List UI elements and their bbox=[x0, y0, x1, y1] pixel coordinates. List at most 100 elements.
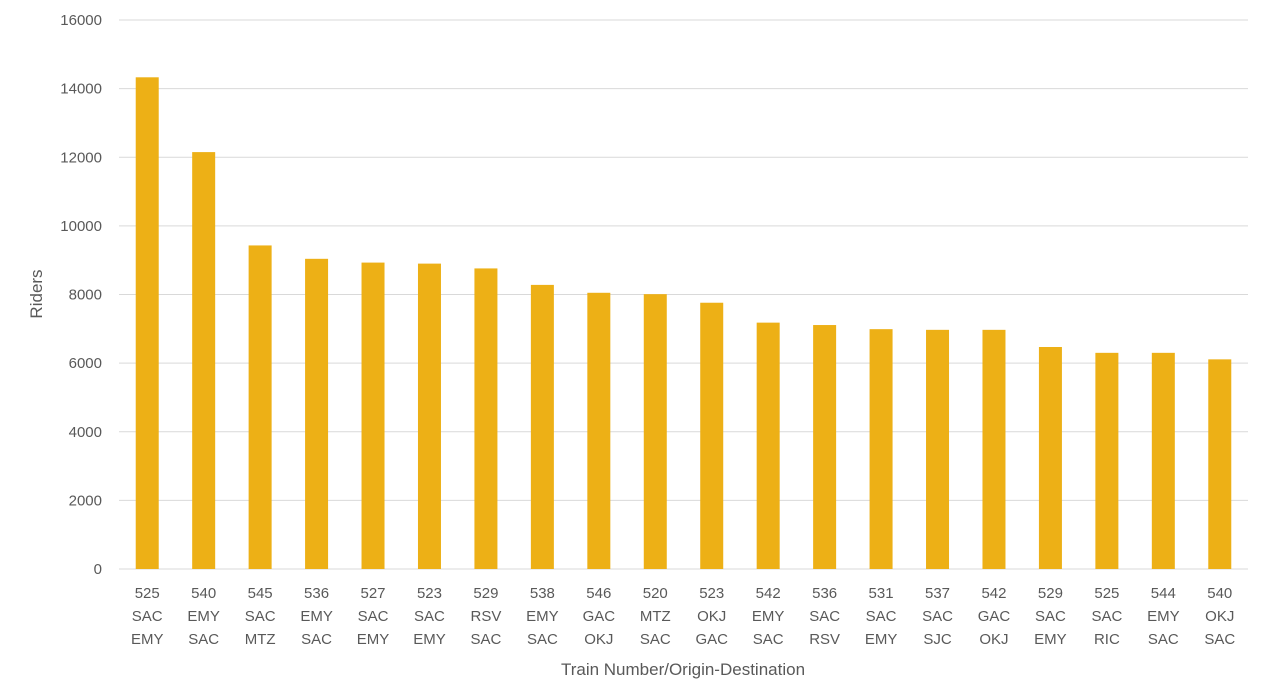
y-axis-title: Riders bbox=[27, 269, 46, 318]
y-tick-label: 12000 bbox=[60, 149, 102, 166]
x-category-line: SAC bbox=[188, 631, 219, 648]
x-category-label: 540 EMY SAC bbox=[187, 585, 220, 648]
x-category-label: 523 OKJ GAC bbox=[695, 585, 728, 648]
x-category-line: 544 bbox=[1151, 585, 1176, 602]
x-category-line: EMY bbox=[131, 631, 164, 648]
x-category-line: OKJ bbox=[584, 631, 613, 648]
y-tick-label: 14000 bbox=[60, 81, 102, 98]
x-category-line: GAC bbox=[695, 631, 728, 648]
bar bbox=[1151, 352, 1175, 569]
x-category-line: 542 bbox=[756, 585, 781, 602]
x-category-line: EMY bbox=[752, 608, 785, 625]
x-category-label: 542 GAC OKJ bbox=[978, 585, 1011, 648]
x-category-label: 545 SAC MTZ bbox=[245, 585, 276, 648]
x-category-line: SAC bbox=[358, 608, 389, 625]
x-category-line: 540 bbox=[1207, 585, 1232, 602]
x-category-label: 523 SAC EMY bbox=[413, 585, 446, 648]
x-category-line: EMY bbox=[1147, 608, 1180, 625]
x-category-line: SAC bbox=[640, 631, 671, 648]
y-tick-label: 0 bbox=[94, 561, 102, 578]
bar bbox=[192, 152, 216, 569]
x-category-label: 546 GAC OKJ bbox=[583, 585, 616, 648]
y-tick-label: 4000 bbox=[69, 424, 102, 441]
bar bbox=[1038, 346, 1062, 569]
x-category-line: SAC bbox=[1204, 631, 1235, 648]
x-category-line: 536 bbox=[812, 585, 837, 602]
bar bbox=[700, 302, 724, 569]
x-category-label: 540 OKJ SAC bbox=[1204, 585, 1235, 648]
x-category-line: SAC bbox=[866, 608, 897, 625]
x-category-line: SAC bbox=[1035, 608, 1066, 625]
bar bbox=[926, 329, 950, 569]
x-category-line: 525 bbox=[135, 585, 160, 602]
x-category-line: EMY bbox=[300, 608, 333, 625]
x-axis-title: Train Number/Origin-Destination bbox=[561, 660, 805, 679]
bar bbox=[869, 329, 893, 569]
x-category-line: 537 bbox=[925, 585, 950, 602]
x-category-line: SAC bbox=[414, 608, 445, 625]
x-category-label: 537 SAC SJC bbox=[922, 585, 953, 648]
x-category-label: 529 SAC EMY bbox=[1034, 585, 1067, 648]
x-category-label: 538 EMY SAC bbox=[526, 585, 559, 648]
x-category-line: 525 bbox=[1094, 585, 1119, 602]
x-category-line: 545 bbox=[248, 585, 273, 602]
x-category-line: SAC bbox=[132, 608, 163, 625]
x-category-line: RSV bbox=[471, 608, 502, 625]
x-category-label: 525 SAC RIC bbox=[1091, 585, 1122, 648]
y-tick-label: 2000 bbox=[69, 492, 102, 509]
bar bbox=[587, 292, 611, 569]
bar bbox=[756, 322, 780, 569]
x-category-label: 520 MTZ SAC bbox=[640, 585, 671, 648]
x-category-line: SAC bbox=[922, 608, 953, 625]
x-category-line: 529 bbox=[1038, 585, 1063, 602]
x-category-line: RIC bbox=[1094, 631, 1120, 648]
bar bbox=[417, 263, 441, 569]
gridlines bbox=[119, 19, 1248, 570]
x-category-line: 527 bbox=[361, 585, 386, 602]
x-category-line: 531 bbox=[869, 585, 894, 602]
x-category-line: EMY bbox=[357, 631, 390, 648]
x-category-label: 531 SAC EMY bbox=[865, 585, 898, 648]
x-category-label: 544 EMY SAC bbox=[1147, 585, 1180, 648]
bar bbox=[1208, 359, 1232, 569]
x-category-line: OKJ bbox=[1205, 608, 1234, 625]
x-category-line: 520 bbox=[643, 585, 668, 602]
bar bbox=[305, 258, 329, 569]
x-category-line: SAC bbox=[809, 608, 840, 625]
x-category-line: 546 bbox=[586, 585, 611, 602]
x-category-line: SAC bbox=[753, 631, 784, 648]
y-tick-label: 10000 bbox=[60, 218, 102, 235]
x-category-line: RSV bbox=[809, 631, 840, 648]
x-category-line: EMY bbox=[1034, 631, 1067, 648]
bar bbox=[474, 268, 498, 569]
x-category-line: MTZ bbox=[245, 631, 276, 648]
x-axis-categories: 525 SAC EMY 540 EMY SAC 545 SAC MTZ 536 EMY SAC 527 S… bbox=[131, 585, 1235, 648]
x-category-line: 538 bbox=[530, 585, 555, 602]
x-category-label: 536 SAC RSV bbox=[809, 585, 840, 648]
bar bbox=[361, 262, 385, 569]
x-category-line: GAC bbox=[978, 608, 1011, 625]
x-category-line: OKJ bbox=[979, 631, 1008, 648]
x-category-line: SAC bbox=[471, 631, 502, 648]
bar bbox=[135, 77, 159, 569]
x-category-line: 523 bbox=[417, 585, 442, 602]
x-category-line: EMY bbox=[526, 608, 559, 625]
y-tick-label: 6000 bbox=[69, 355, 102, 372]
bar bbox=[1095, 352, 1119, 569]
x-category-line: EMY bbox=[413, 631, 446, 648]
x-category-line: SAC bbox=[1091, 608, 1122, 625]
bar bbox=[530, 284, 554, 569]
x-category-line: SAC bbox=[527, 631, 558, 648]
bar bbox=[813, 325, 837, 569]
x-category-line: SAC bbox=[1148, 631, 1179, 648]
y-axis-ticks: 0 2000 4000 6000 8000 10000 12000 14000 16000 bbox=[60, 12, 102, 578]
x-category-line: SAC bbox=[245, 608, 276, 625]
bars bbox=[135, 77, 1232, 570]
x-category-line: 523 bbox=[699, 585, 724, 602]
bar bbox=[643, 294, 667, 569]
x-category-line: SAC bbox=[301, 631, 332, 648]
x-category-line: SJC bbox=[923, 631, 952, 648]
x-category-line: EMY bbox=[865, 631, 898, 648]
